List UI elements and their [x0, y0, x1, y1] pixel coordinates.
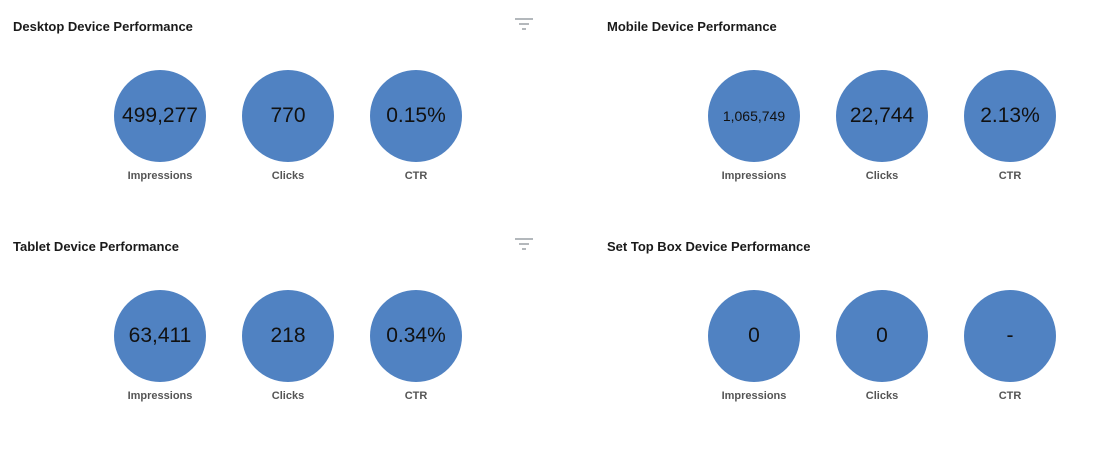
impressions-bubble: 499,277: [114, 70, 206, 162]
ctr-metric: 0.15% CTR: [370, 70, 462, 182]
ctr-label: CTR: [998, 170, 1022, 182]
mobile-performance-panel: Mobile Device Performance 1,065,749 Impr…: [594, 0, 1100, 220]
clicks-bubble: 770: [242, 70, 334, 162]
impressions-label: Impressions: [127, 170, 193, 182]
impressions-bubble: 0: [708, 290, 800, 382]
impressions-metric: 499,277 Impressions: [114, 70, 206, 182]
panel-title: Mobile Device Performance: [607, 19, 777, 34]
ctr-label: CTR: [404, 170, 428, 182]
filter-icon[interactable]: [513, 16, 535, 32]
ctr-metric: 0.34% CTR: [370, 290, 462, 402]
impressions-label: Impressions: [721, 390, 787, 402]
impressions-label: Impressions: [127, 390, 193, 402]
panel-title: Desktop Device Performance: [13, 19, 193, 34]
ctr-bubble: 0.15%: [370, 70, 462, 162]
impressions-metric: 0 Impressions: [708, 290, 800, 402]
clicks-metric: 770 Clicks: [242, 70, 334, 182]
clicks-label: Clicks: [271, 390, 305, 402]
ctr-label: CTR: [998, 390, 1022, 402]
clicks-metric: 0 Clicks: [836, 290, 928, 402]
filter-icon[interactable]: [513, 236, 535, 252]
impressions-label: Impressions: [721, 170, 787, 182]
desktop-performance-panel: Desktop Device Performance 499,277 Impre…: [0, 0, 550, 220]
panel-title: Set Top Box Device Performance: [607, 239, 811, 254]
impressions-bubble: 1,065,749: [708, 70, 800, 162]
clicks-bubble: 0: [836, 290, 928, 382]
settopbox-performance-panel: Set Top Box Device Performance 0 Impress…: [594, 220, 1100, 440]
clicks-label: Clicks: [865, 390, 899, 402]
clicks-label: Clicks: [865, 170, 899, 182]
clicks-bubble: 22,744: [836, 70, 928, 162]
impressions-bubble: 63,411: [114, 290, 206, 382]
ctr-bubble: 2.13%: [964, 70, 1056, 162]
ctr-bubble: 0.34%: [370, 290, 462, 382]
tablet-performance-panel: Tablet Device Performance 63,411 Impress…: [0, 220, 550, 440]
impressions-metric: 1,065,749 Impressions: [708, 70, 800, 182]
panel-title: Tablet Device Performance: [13, 239, 179, 254]
clicks-metric: 22,744 Clicks: [836, 70, 928, 182]
clicks-bubble: 218: [242, 290, 334, 382]
clicks-metric: 218 Clicks: [242, 290, 334, 402]
ctr-metric: - CTR: [964, 290, 1056, 402]
clicks-label: Clicks: [271, 170, 305, 182]
impressions-metric: 63,411 Impressions: [114, 290, 206, 402]
ctr-metric: 2.13% CTR: [964, 70, 1056, 182]
ctr-label: CTR: [404, 390, 428, 402]
ctr-bubble: -: [964, 290, 1056, 382]
